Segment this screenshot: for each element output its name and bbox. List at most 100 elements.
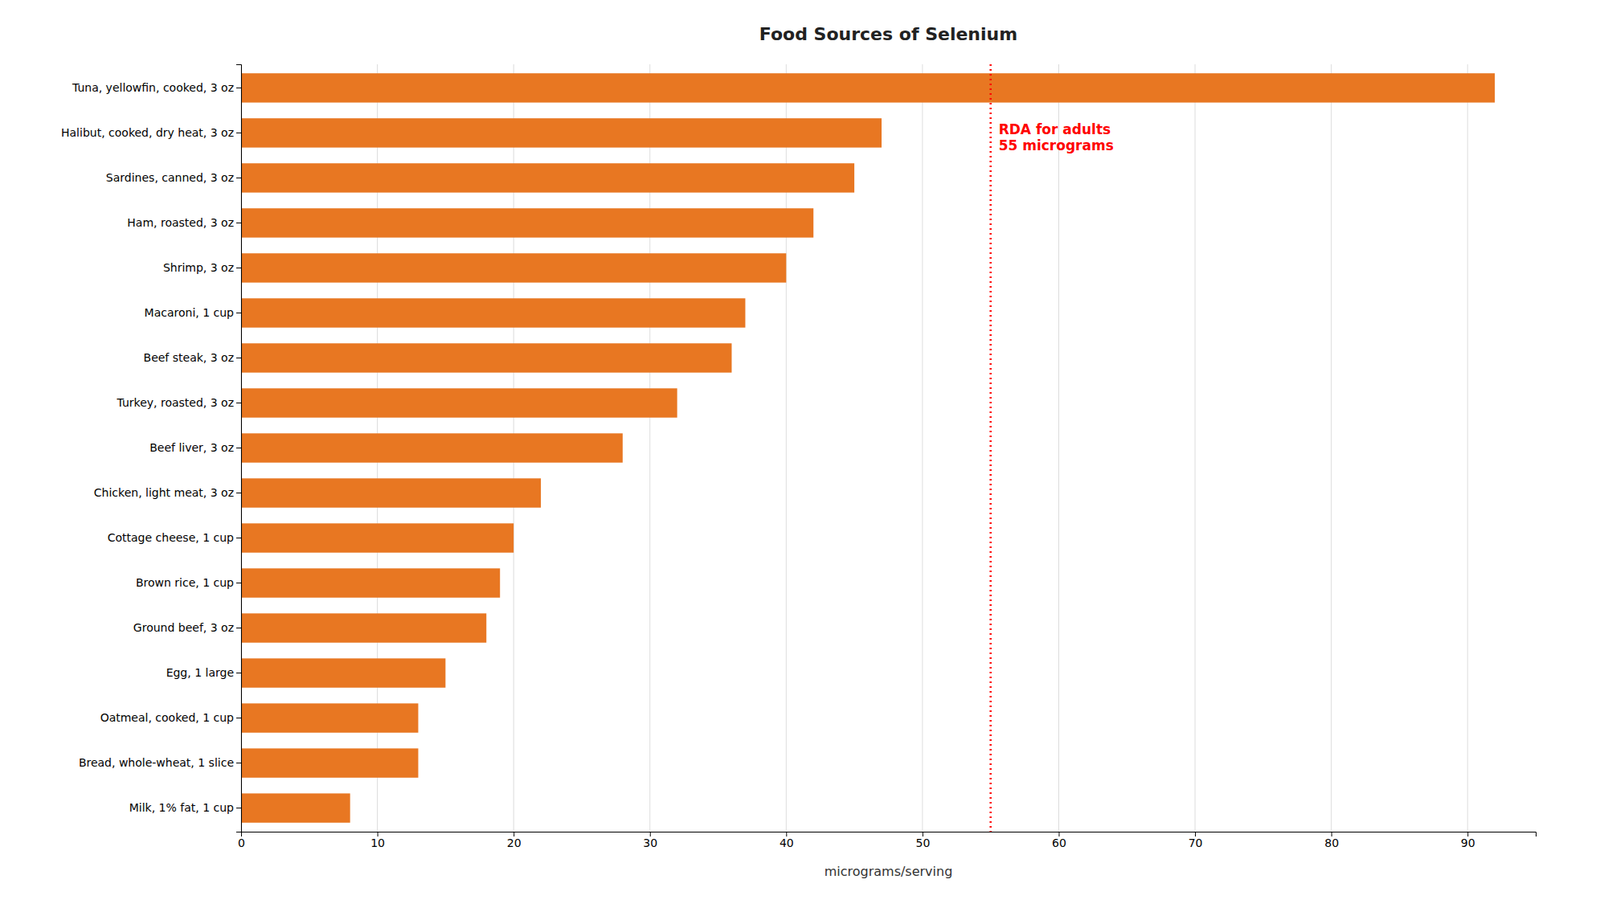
tick: Halibut, cooked, dry heat, 3 oz [61, 126, 242, 140]
tick: Turkey, roasted, 3 oz [115, 396, 242, 410]
tick-mark [236, 492, 242, 494]
axis-line [241, 832, 1537, 838]
plot: 0102030405060708090Tuna, yellowfin, cook… [61, 64, 1536, 850]
tick: Shrimp, 3 oz [163, 261, 242, 275]
tick-label: Macaroni, 1 cup [144, 306, 235, 320]
bar [241, 613, 487, 643]
tick: Egg, 1 large [166, 666, 242, 680]
tick-label: Tuna, yellowfin, cooked, 3 oz [71, 81, 234, 95]
tick-label: Turkey, roasted, 3 oz [115, 396, 234, 410]
bar [241, 73, 1495, 103]
bar [241, 388, 678, 418]
tick-label: 0 [237, 836, 246, 850]
grid-line [921, 64, 923, 832]
tick-label: Beef steak, 3 oz [143, 351, 234, 365]
tick-label: 90 [1460, 836, 1476, 850]
annotation: RDA for adults55 micrograms [998, 121, 1114, 154]
tick: Brown rice, 1 cup [135, 576, 242, 590]
tick-label: Egg, 1 large [166, 666, 234, 680]
bar [241, 163, 855, 193]
marks [241, 64, 1495, 832]
tick-mark [236, 357, 242, 359]
tick-label: Cottage cheese, 1 cup [107, 531, 234, 545]
bar [241, 433, 623, 463]
tick: Ground beef, 3 oz [133, 621, 242, 635]
annotation-line: 55 micrograms [998, 137, 1114, 154]
tick-label: Chicken, light meat, 3 oz [94, 486, 234, 500]
tick: Chicken, light meat, 3 oz [94, 486, 242, 500]
tick-mark [236, 672, 242, 674]
tick-mark [236, 627, 242, 629]
bar [241, 793, 351, 823]
bar [241, 253, 786, 283]
annotation-line: RDA for adults [998, 121, 1111, 138]
bar [241, 478, 541, 508]
tick: Beef steak, 3 oz [143, 351, 242, 365]
tick-mark [236, 222, 242, 224]
chart: 0102030405060708090Tuna, yellowfin, cook… [0, 0, 1600, 904]
tick-label: Bread, whole-wheat, 1 slice [78, 756, 234, 770]
tick-mark [236, 447, 242, 449]
bar [241, 298, 745, 328]
tick: Macaroni, 1 cup [144, 306, 242, 320]
x-axis: 0102030405060708090 [237, 831, 1536, 850]
tick: Tuna, yellowfin, cooked, 3 oz [71, 81, 242, 95]
tick: 80 [1324, 831, 1339, 850]
tick-mark [236, 582, 242, 584]
tick: Sardines, canned, 3 oz [106, 171, 242, 185]
tick: 10 [370, 831, 385, 850]
bar [241, 703, 418, 733]
tick-label: Sardines, canned, 3 oz [106, 171, 234, 185]
tick-label: 70 [1188, 836, 1204, 850]
tick: 0 [237, 831, 246, 850]
tick: 40 [779, 831, 794, 850]
tick: Milk, 1% fat, 1 cup [129, 801, 242, 815]
tick: Beef liver, 3 oz [149, 441, 242, 455]
tick-label: Shrimp, 3 oz [163, 261, 234, 275]
grid-line [1330, 64, 1332, 832]
tick-label: Ground beef, 3 oz [133, 621, 234, 635]
tick-mark [236, 537, 242, 539]
bar [241, 523, 514, 553]
tick: 70 [1188, 831, 1204, 850]
tick-mark [236, 87, 242, 89]
title: Food Sources of Selenium [759, 24, 1018, 45]
grid [241, 64, 1468, 832]
grid-line [1058, 64, 1060, 832]
tick-mark [236, 267, 242, 269]
tick-label: 10 [370, 836, 385, 850]
tick: 60 [1051, 831, 1067, 850]
tick-label: Brown rice, 1 cup [135, 576, 234, 590]
bar [241, 208, 814, 238]
tick-label: Beef liver, 3 oz [149, 441, 234, 455]
tick-mark [236, 807, 242, 809]
tick: Cottage cheese, 1 cup [107, 531, 242, 545]
x-axis-title: micrograms/serving [824, 863, 954, 880]
tick-mark [236, 312, 242, 314]
tick: 30 [642, 831, 658, 850]
tick: Ham, roasted, 3 oz [126, 216, 242, 230]
tick-label: 80 [1324, 836, 1339, 850]
tick-label: Ham, roasted, 3 oz [126, 216, 234, 230]
tick: 50 [915, 831, 930, 850]
tick: Oatmeal, cooked, 1 cup [100, 711, 242, 725]
grid-line [1467, 64, 1469, 832]
bar [241, 568, 500, 598]
tick: 90 [1460, 831, 1476, 850]
tick-label: Milk, 1% fat, 1 cup [129, 801, 234, 815]
bar [241, 343, 732, 373]
bar [241, 658, 446, 688]
tick-label: Oatmeal, cooked, 1 cup [100, 711, 234, 725]
grid-line [1194, 64, 1196, 832]
tick-label: 30 [642, 836, 658, 850]
tick-mark [236, 132, 242, 134]
tick-label: 50 [915, 836, 930, 850]
tick-mark [236, 762, 242, 764]
tick-label: Halibut, cooked, dry heat, 3 oz [61, 126, 234, 140]
reference-line [989, 64, 992, 832]
bar [241, 118, 882, 148]
tick-mark [236, 402, 242, 404]
y-axis: Tuna, yellowfin, cooked, 3 oz Halibut, co… [61, 65, 242, 833]
tick-label: 40 [779, 836, 794, 850]
bar [241, 748, 418, 778]
